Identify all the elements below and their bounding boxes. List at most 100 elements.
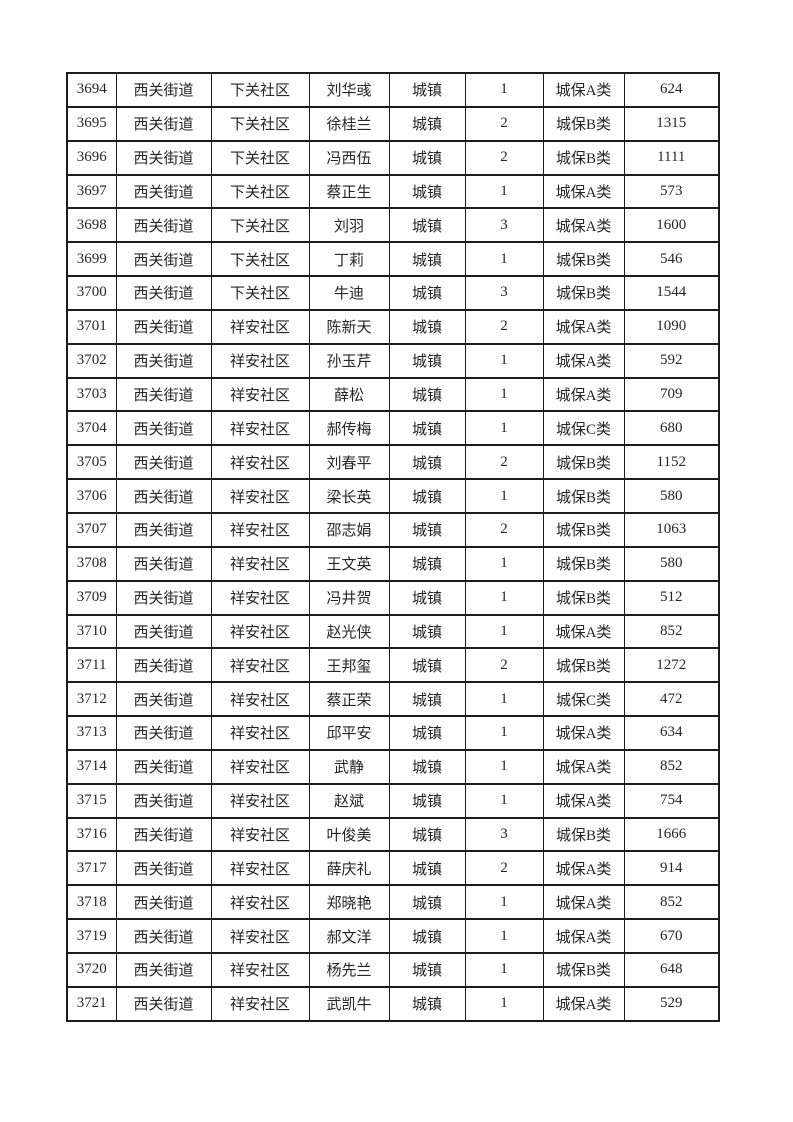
cell-community: 祥安社区 <box>210 918 310 954</box>
cell-person-count: 1 <box>464 376 544 413</box>
cell-serial-number: 3720 <box>66 951 117 988</box>
cell-community: 祥安社区 <box>210 613 310 650</box>
cell-residence-type: 城镇 <box>388 207 466 244</box>
cell-amount: 709 <box>623 376 720 413</box>
cell-street: 西关街道 <box>115 410 212 447</box>
cell-insurance-category: 城保B类 <box>542 478 625 514</box>
cell-person-count: 1 <box>464 173 544 210</box>
cell-community: 祥安社区 <box>210 715 310 751</box>
cell-community: 下关社区 <box>210 207 310 244</box>
cell-insurance-category: 城保C类 <box>542 681 625 718</box>
cell-street: 西关街道 <box>115 444 212 481</box>
cell-serial-number: 3712 <box>66 681 117 718</box>
table-row: 3694 西关街道 下关社区 刘华彧 城镇 1 城保A类 624 <box>66 72 720 108</box>
cell-street: 西关街道 <box>115 478 212 514</box>
table-row: 3715 西关街道 祥安社区 赵斌 城镇 1 城保A类 754 <box>66 782 720 819</box>
cell-serial-number: 3719 <box>66 918 117 954</box>
cell-person-name: 郝文洋 <box>308 918 390 954</box>
table-row: 3703 西关街道 祥安社区 薛松 城镇 1 城保A类 709 <box>66 376 720 413</box>
cell-community: 祥安社区 <box>210 511 310 548</box>
cell-street: 西关街道 <box>115 884 212 921</box>
cell-street: 西关街道 <box>115 951 212 988</box>
cell-person-count: 1 <box>464 410 544 447</box>
cell-person-name: 赵斌 <box>308 782 390 819</box>
cell-amount: 472 <box>623 681 720 718</box>
table-row: 3696 西关街道 下关社区 冯西伍 城镇 2 城保B类 1111 <box>66 139 720 176</box>
cell-insurance-category: 城保B类 <box>542 579 625 616</box>
cell-person-count: 1 <box>464 478 544 514</box>
table-row: 3698 西关街道 下关社区 刘羽 城镇 3 城保A类 1600 <box>66 207 720 244</box>
cell-serial-number: 3701 <box>66 308 117 345</box>
table-row: 3701 西关街道 祥安社区 陈新天 城镇 2 城保A类 1090 <box>66 308 720 345</box>
cell-amount: 634 <box>623 715 720 751</box>
cell-person-name: 王邦玺 <box>308 647 390 684</box>
cell-residence-type: 城镇 <box>388 748 466 785</box>
cell-insurance-category: 城保B类 <box>542 241 625 278</box>
table-row: 3704 西关街道 祥安社区 郝传梅 城镇 1 城保C类 680 <box>66 410 720 447</box>
cell-serial-number: 3715 <box>66 782 117 819</box>
table-row: 3710 西关街道 祥安社区 赵光侠 城镇 1 城保A类 852 <box>66 613 720 650</box>
cell-street: 西关街道 <box>115 275 212 311</box>
cell-residence-type: 城镇 <box>388 241 466 278</box>
cell-insurance-category: 城保B类 <box>542 139 625 176</box>
cell-residence-type: 城镇 <box>388 410 466 447</box>
table-row: 3718 西关街道 祥安社区 郑晓艳 城镇 1 城保A类 852 <box>66 884 720 921</box>
cell-amount: 1544 <box>623 275 720 311</box>
cell-person-count: 2 <box>464 105 544 142</box>
cell-person-name: 冯井贺 <box>308 579 390 616</box>
cell-insurance-category: 城保A类 <box>542 376 625 413</box>
cell-amount: 648 <box>623 951 720 988</box>
cell-residence-type: 城镇 <box>388 545 466 582</box>
cell-person-count: 1 <box>464 681 544 718</box>
cell-street: 西关街道 <box>115 816 212 853</box>
cell-person-count: 1 <box>464 884 544 921</box>
cell-residence-type: 城镇 <box>388 308 466 345</box>
cell-person-count: 1 <box>464 951 544 988</box>
table-row: 3695 西关街道 下关社区 徐桂兰 城镇 2 城保B类 1315 <box>66 105 720 142</box>
cell-residence-type: 城镇 <box>388 951 466 988</box>
cell-residence-type: 城镇 <box>388 478 466 514</box>
cell-residence-type: 城镇 <box>388 918 466 954</box>
cell-serial-number: 3705 <box>66 444 117 481</box>
cell-community: 祥安社区 <box>210 816 310 853</box>
cell-person-count: 1 <box>464 545 544 582</box>
cell-person-name: 刘羽 <box>308 207 390 244</box>
cell-amount: 592 <box>623 342 720 379</box>
cell-serial-number: 3698 <box>66 207 117 244</box>
table-row: 3720 西关街道 祥安社区 杨先兰 城镇 1 城保B类 648 <box>66 951 720 988</box>
cell-serial-number: 3695 <box>66 105 117 142</box>
cell-insurance-category: 城保B类 <box>542 444 625 481</box>
cell-street: 西关街道 <box>115 207 212 244</box>
cell-person-count: 1 <box>464 985 544 1023</box>
cell-person-count: 1 <box>464 72 544 108</box>
cell-serial-number: 3710 <box>66 613 117 650</box>
cell-amount: 580 <box>623 478 720 514</box>
cell-street: 西关街道 <box>115 850 212 887</box>
cell-person-count: 1 <box>464 342 544 379</box>
cell-community: 祥安社区 <box>210 308 310 345</box>
cell-street: 西关街道 <box>115 308 212 345</box>
cell-person-name: 陈新天 <box>308 308 390 345</box>
cell-person-name: 梁长英 <box>308 478 390 514</box>
cell-person-count: 2 <box>464 647 544 684</box>
cell-person-count: 3 <box>464 207 544 244</box>
cell-person-name: 杨先兰 <box>308 951 390 988</box>
cell-community: 祥安社区 <box>210 748 310 785</box>
cell-amount: 680 <box>623 410 720 447</box>
cell-residence-type: 城镇 <box>388 816 466 853</box>
cell-insurance-category: 城保A类 <box>542 342 625 379</box>
table-row: 3700 西关街道 下关社区 牛迪 城镇 3 城保B类 1544 <box>66 275 720 311</box>
cell-street: 西关街道 <box>115 681 212 718</box>
cell-person-count: 1 <box>464 241 544 278</box>
cell-street: 西关街道 <box>115 715 212 751</box>
cell-amount: 546 <box>623 241 720 278</box>
cell-street: 西关街道 <box>115 241 212 278</box>
cell-community: 祥安社区 <box>210 579 310 616</box>
table-row: 3697 西关街道 下关社区 蔡正生 城镇 1 城保A类 573 <box>66 173 720 210</box>
cell-amount: 1111 <box>623 139 720 176</box>
cell-insurance-category: 城保A类 <box>542 613 625 650</box>
cell-community: 祥安社区 <box>210 444 310 481</box>
cell-serial-number: 3697 <box>66 173 117 210</box>
cell-person-name: 薛庆礼 <box>308 850 390 887</box>
